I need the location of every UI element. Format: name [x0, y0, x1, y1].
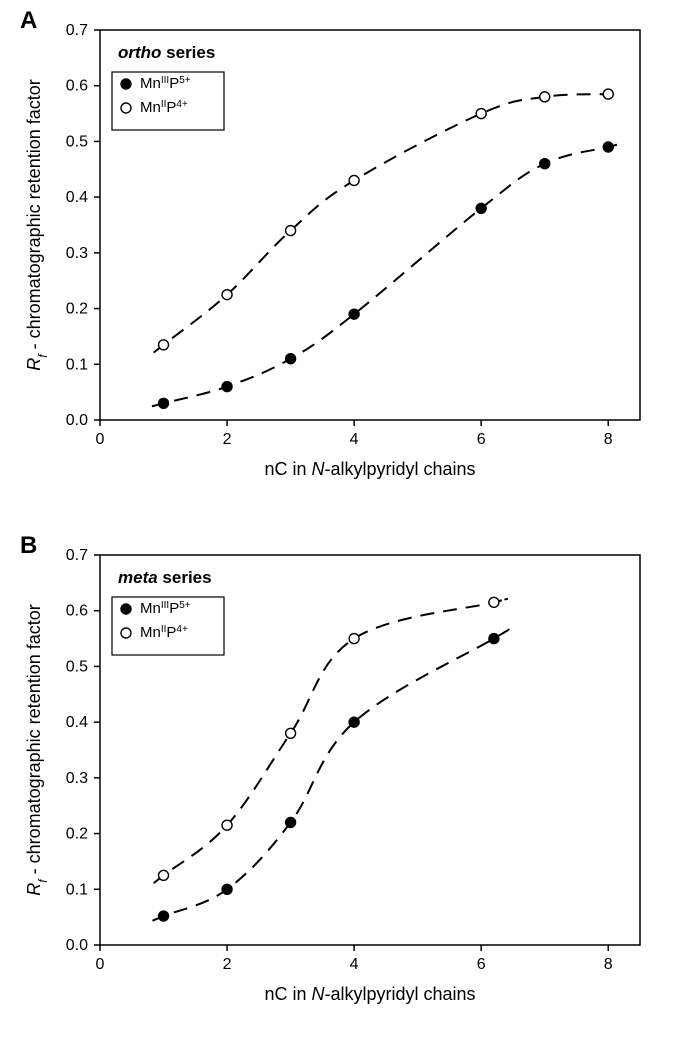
panel-subtitle: ortho series: [118, 43, 215, 62]
y-tick-label: 0.6: [66, 603, 88, 620]
x-tick-label: 6: [477, 431, 486, 448]
y-tick-label: 0.3: [66, 770, 88, 787]
series-marker-MnIIIP5+: [349, 309, 359, 319]
series-marker-MnIIP4+: [476, 109, 486, 119]
series-marker-MnIIP4+: [159, 340, 169, 350]
y-tick-label: 0.0: [66, 412, 88, 429]
series-marker-MnIIIP5+: [222, 884, 232, 894]
x-tick-label: 4: [350, 956, 359, 973]
series-marker-MnIIP4+: [349, 175, 359, 185]
series-marker-MnIIIP5+: [349, 717, 359, 727]
figure: 0 2 4 6 8 0.0 0.1 0.2 0.3 0.4 0.5 0.6 0.7 nC in N-alk…: [0, 0, 676, 1050]
panel-label: B: [20, 532, 37, 559]
legend-marker: [121, 103, 131, 113]
x-tick-label: 8: [604, 431, 613, 448]
series-marker-MnIIIP5+: [159, 398, 169, 408]
series-marker-MnIIIP5+: [489, 634, 499, 644]
x-tick-label: 2: [223, 431, 232, 448]
series-marker-MnIIIP5+: [540, 159, 550, 169]
legend-marker: [121, 628, 131, 638]
x-tick-label: 8: [604, 956, 613, 973]
y-tick-label: 0.1: [66, 881, 88, 898]
series-marker-MnIIIP5+: [222, 382, 232, 392]
y-tick-label: 0.1: [66, 356, 88, 373]
y-tick-label: 0.4: [66, 714, 88, 731]
panel-A: 0 2 4 6 8 0.0 0.1 0.2 0.3 0.4 0.5 0.6 0.7 nC in N-alk…: [20, 7, 640, 479]
panel-label: A: [20, 7, 37, 34]
y-tick-label: 0.4: [66, 189, 88, 206]
series-marker-MnIIP4+: [222, 290, 232, 300]
y-tick-label: 0.2: [66, 826, 88, 843]
x-tick-label: 4: [350, 431, 359, 448]
series-marker-MnIIIP5+: [286, 817, 296, 827]
y-tick-label: 0.6: [66, 78, 88, 95]
y-tick-label: 0.5: [66, 133, 88, 150]
legend-marker: [121, 604, 131, 614]
y-tick-label: 0.3: [66, 245, 88, 262]
series-marker-MnIIP4+: [222, 820, 232, 830]
series-marker-MnIIIP5+: [159, 911, 169, 921]
series-marker-MnIIP4+: [286, 728, 296, 738]
series-marker-MnIIP4+: [159, 870, 169, 880]
y-axis-label: Rf - chromatographic retention factor: [24, 604, 50, 895]
x-tick-label: 2: [223, 956, 232, 973]
x-tick-label: 6: [477, 956, 486, 973]
figure-svg: 0 2 4 6 8 0.0 0.1 0.2 0.3 0.4 0.5 0.6 0.7 nC in N-alk…: [0, 0, 676, 1050]
y-tick-label: 0.7: [66, 547, 88, 564]
series-marker-MnIIIP5+: [603, 142, 613, 152]
legend-marker: [121, 79, 131, 89]
y-tick-label: 0.7: [66, 22, 88, 39]
y-tick-label: 0.2: [66, 301, 88, 318]
x-tick-label: 0: [96, 431, 105, 448]
x-tick-label: 0: [96, 956, 105, 973]
series-marker-MnIIP4+: [603, 89, 613, 99]
panel-B: 0 2 4 6 8 0.0 0.1 0.2 0.3 0.4 0.5 0.6 0.7 nC in N-alk…: [20, 532, 640, 1004]
x-axis-label: nC in N-alkylpyridyl chains: [264, 459, 475, 479]
series-marker-MnIIP4+: [489, 597, 499, 607]
x-axis-label: nC in N-alkylpyridyl chains: [264, 984, 475, 1004]
series-marker-MnIIP4+: [540, 92, 550, 102]
panel-subtitle: meta series: [118, 568, 212, 587]
y-axis-label: Rf - chromatographic retention factor: [24, 79, 50, 370]
series-line-MnIIIP5+: [152, 144, 620, 406]
series-marker-MnIIIP5+: [476, 203, 486, 213]
series-line-MnIIP4+: [154, 94, 620, 353]
y-tick-label: 0.5: [66, 658, 88, 675]
series-line-MnIIIP5+: [152, 630, 508, 921]
series-marker-MnIIP4+: [286, 226, 296, 236]
series-marker-MnIIIP5+: [286, 354, 296, 364]
series-marker-MnIIP4+: [349, 634, 359, 644]
y-tick-label: 0.0: [66, 937, 88, 954]
